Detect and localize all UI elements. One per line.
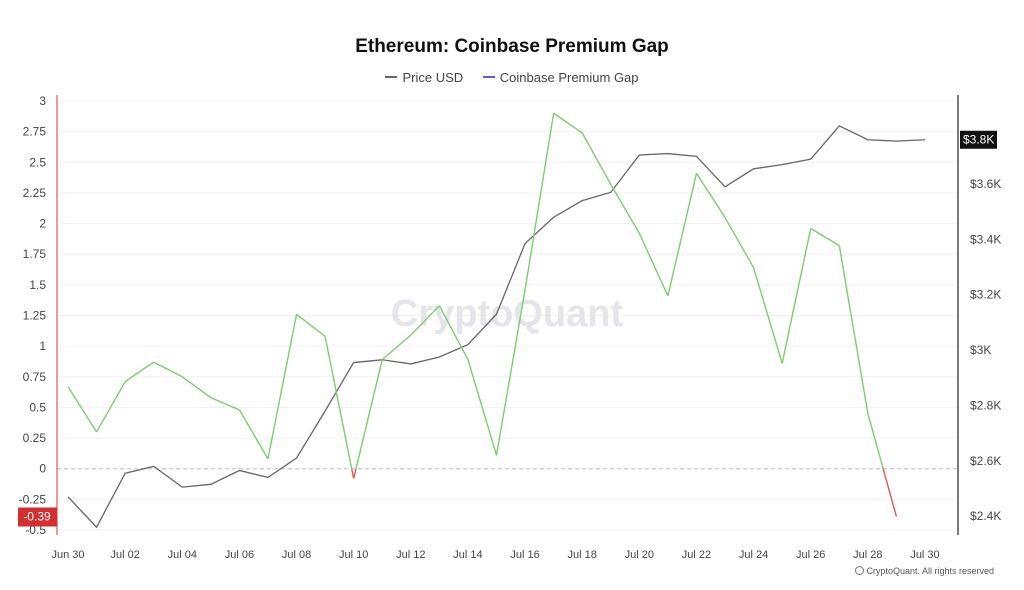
premium-gap-segment <box>438 305 469 360</box>
x-tick-label: Jul 08 <box>282 549 311 561</box>
premium-gap-segment <box>838 245 869 414</box>
left-tick-label: 0 <box>39 462 46 476</box>
x-tick-label: Jul 28 <box>853 549 882 561</box>
legend-item-premium-gap[interactable]: Coinbase Premium Gap <box>482 69 639 85</box>
left-tick-label: 2 <box>39 217 46 231</box>
premium-gap-segment <box>124 361 155 383</box>
premium-gap-segment <box>695 172 726 218</box>
legend-swatch-premium-gap <box>482 76 495 78</box>
premium-gap-segment <box>752 267 783 364</box>
premium-gap-segment <box>553 112 583 134</box>
premium-gap-segment <box>210 396 240 411</box>
left-tick-label: -0.25 <box>19 492 47 506</box>
legend-item-price[interactable]: Price USD <box>385 70 463 85</box>
legend: Price USD Coinbase Premium Gap <box>0 66 1024 85</box>
left-tick-label: 2.5 <box>29 155 46 169</box>
current-gap-badge <box>18 507 57 527</box>
left-tick-label: 1.75 <box>23 247 47 261</box>
premium-gap-segment <box>153 361 183 378</box>
right-tick-label: $2.4K <box>970 509 1001 523</box>
x-tick-label: Jul 26 <box>796 549 825 561</box>
axis-layer: 3 2.75 2.5 2.25 2 1.75 1.5 1.25 1 0.75 0.5 0.25 0 -0.… <box>19 94 1002 561</box>
premium-gap-segment <box>238 409 269 460</box>
premium-gap-segment <box>724 217 755 269</box>
premium-gap-segment <box>638 233 669 297</box>
x-tick-label: Jul 06 <box>225 549 254 561</box>
left-tick-label: 0.75 <box>23 370 47 384</box>
x-tick-label: Jul 18 <box>568 549 597 561</box>
x-tick-label: Jul 04 <box>168 549 197 561</box>
x-tick-label: Jun 30 <box>51 549 84 561</box>
left-tick-label: 2.75 <box>23 125 47 139</box>
copyright-notice: CryptoQuant. All rights reserved <box>855 566 994 576</box>
right-tick-label: $2.6K <box>970 454 1001 468</box>
premium-gap-segment <box>351 468 355 479</box>
premium-gap-segment <box>296 313 326 337</box>
left-tick-label: 0.25 <box>23 431 47 445</box>
right-tick-label: $2.8K <box>970 398 1001 412</box>
premium-gap-segment <box>810 227 840 247</box>
premium-gap-segment <box>882 468 898 517</box>
premium-gap-segment <box>324 336 353 469</box>
right-tick-label: $3.6K <box>970 177 1001 191</box>
chart-title: Ethereum: Coinbase Premium Gap <box>355 36 669 57</box>
current-price-label: $3.8K <box>963 133 994 147</box>
x-tick-label: Jul 16 <box>510 549 539 561</box>
legend-label-premium-gap: Coinbase Premium Gap <box>499 69 639 85</box>
premium-gap-segment <box>781 228 812 364</box>
series-layer <box>67 112 926 529</box>
x-tick-label: Jul 10 <box>339 549 368 561</box>
label-layer: $3.8K -0.39 <box>18 130 997 527</box>
x-tick-label: Jul 14 <box>453 549 482 561</box>
premium-gap-segment <box>267 314 298 460</box>
current-gap-label: -0.39 <box>23 510 51 524</box>
copyright-text: CryptoQuant. All rights reserved <box>866 566 994 576</box>
right-tick-label: $3.4K <box>970 232 1001 246</box>
premium-gap-segment <box>581 132 612 185</box>
left-tick-label: 1.5 <box>29 278 46 292</box>
left-tick-label: 1 <box>39 339 46 353</box>
premium-gap-segment <box>95 381 126 433</box>
premium-gap-segment <box>410 305 440 336</box>
left-tick-label: 2.25 <box>23 186 47 200</box>
premium-gap-segment <box>467 359 498 456</box>
premium-gap-segment <box>355 359 383 469</box>
left-tick-label: 1.25 <box>23 309 47 323</box>
right-tick-label: $3K <box>970 343 991 357</box>
x-tick-label: Jul 22 <box>682 549 711 561</box>
grid-layer <box>57 100 958 531</box>
right-tick-label: $3.2K <box>970 288 1001 302</box>
premium-gap-segment <box>867 413 884 469</box>
premium-gap-segment <box>667 173 698 297</box>
premium-gap-segment <box>524 113 555 290</box>
current-price-badge <box>960 130 997 149</box>
legend-swatch-price <box>385 76 398 78</box>
x-tick-label: Jul 20 <box>625 549 654 561</box>
x-tick-label: Jul 12 <box>396 549 425 561</box>
x-tick-label: Jul 24 <box>739 549 768 561</box>
x-tick-label: Jul 30 <box>910 549 939 561</box>
premium-gap-segment <box>352 468 357 479</box>
left-tick-label: 3 <box>39 94 46 108</box>
copyright-icon <box>855 566 865 575</box>
legend-label-price: Price USD <box>402 69 464 85</box>
premium-gap-segment <box>181 376 212 399</box>
left-tick-label: 0.5 <box>29 400 46 414</box>
premium-gap-segment <box>610 183 640 234</box>
premium-gap-segment <box>67 386 98 433</box>
premium-gap-segment <box>381 334 412 361</box>
x-tick-label: Jul 02 <box>110 549 139 561</box>
premium-gap-segment <box>495 289 526 456</box>
watermark: CryptoQuant <box>391 293 624 335</box>
